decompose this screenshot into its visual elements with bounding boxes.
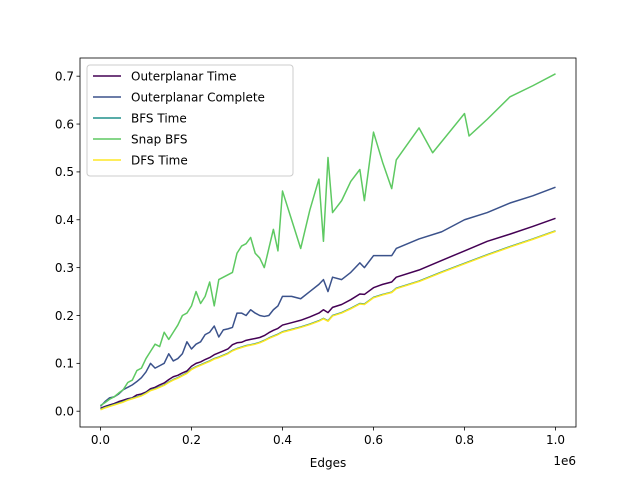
y-tick-label: 0.1 [55, 357, 74, 371]
y-tick-label: 0.3 [55, 261, 74, 275]
y-tick-label: 0.0 [55, 405, 74, 419]
y-tick-label: 0.5 [55, 165, 74, 179]
x-tick-label: 0.0 [91, 433, 110, 447]
legend-label: Outerplanar Complete [131, 90, 265, 104]
series-line-3 [100, 73, 556, 407]
legend-label: BFS Time [131, 111, 187, 125]
legend-box [86, 64, 294, 177]
x-tick-label: 0.2 [182, 433, 201, 447]
x-tick-label: 1.0 [546, 433, 565, 447]
y-axis: 0.0 0.1 0.2 0.3 0.4 0.5 0.6 0.7 [55, 69, 80, 419]
x-axis-title: Edges [310, 456, 346, 470]
series-layer [99, 73, 556, 411]
series-line-1 [99, 186, 556, 407]
series-line-4 [100, 230, 556, 411]
legend-label: Snap BFS [131, 132, 188, 146]
legend: Outerplanar Time Outerplanar Complete BFS … [86, 64, 294, 177]
x-tick-label: 0.4 [273, 433, 292, 447]
x-tick-label: 0.6 [364, 433, 383, 447]
legend-label: DFS Time [131, 153, 188, 167]
y-tick-label: 0.7 [55, 69, 74, 83]
axes-frame [79, 57, 577, 428]
x-axis-offset-label: 1e6 [553, 454, 576, 468]
y-tick-label: 0.4 [55, 213, 74, 227]
x-tick-label: 0.8 [455, 433, 474, 447]
y-tick-label: 0.2 [55, 309, 74, 323]
y-tick-label: 0.6 [55, 117, 74, 131]
legend-label: Outerplanar Time [131, 69, 236, 83]
x-axis: 0.0 0.2 0.4 0.6 0.8 1.0 [91, 427, 565, 447]
series-line-0 [100, 217, 556, 410]
